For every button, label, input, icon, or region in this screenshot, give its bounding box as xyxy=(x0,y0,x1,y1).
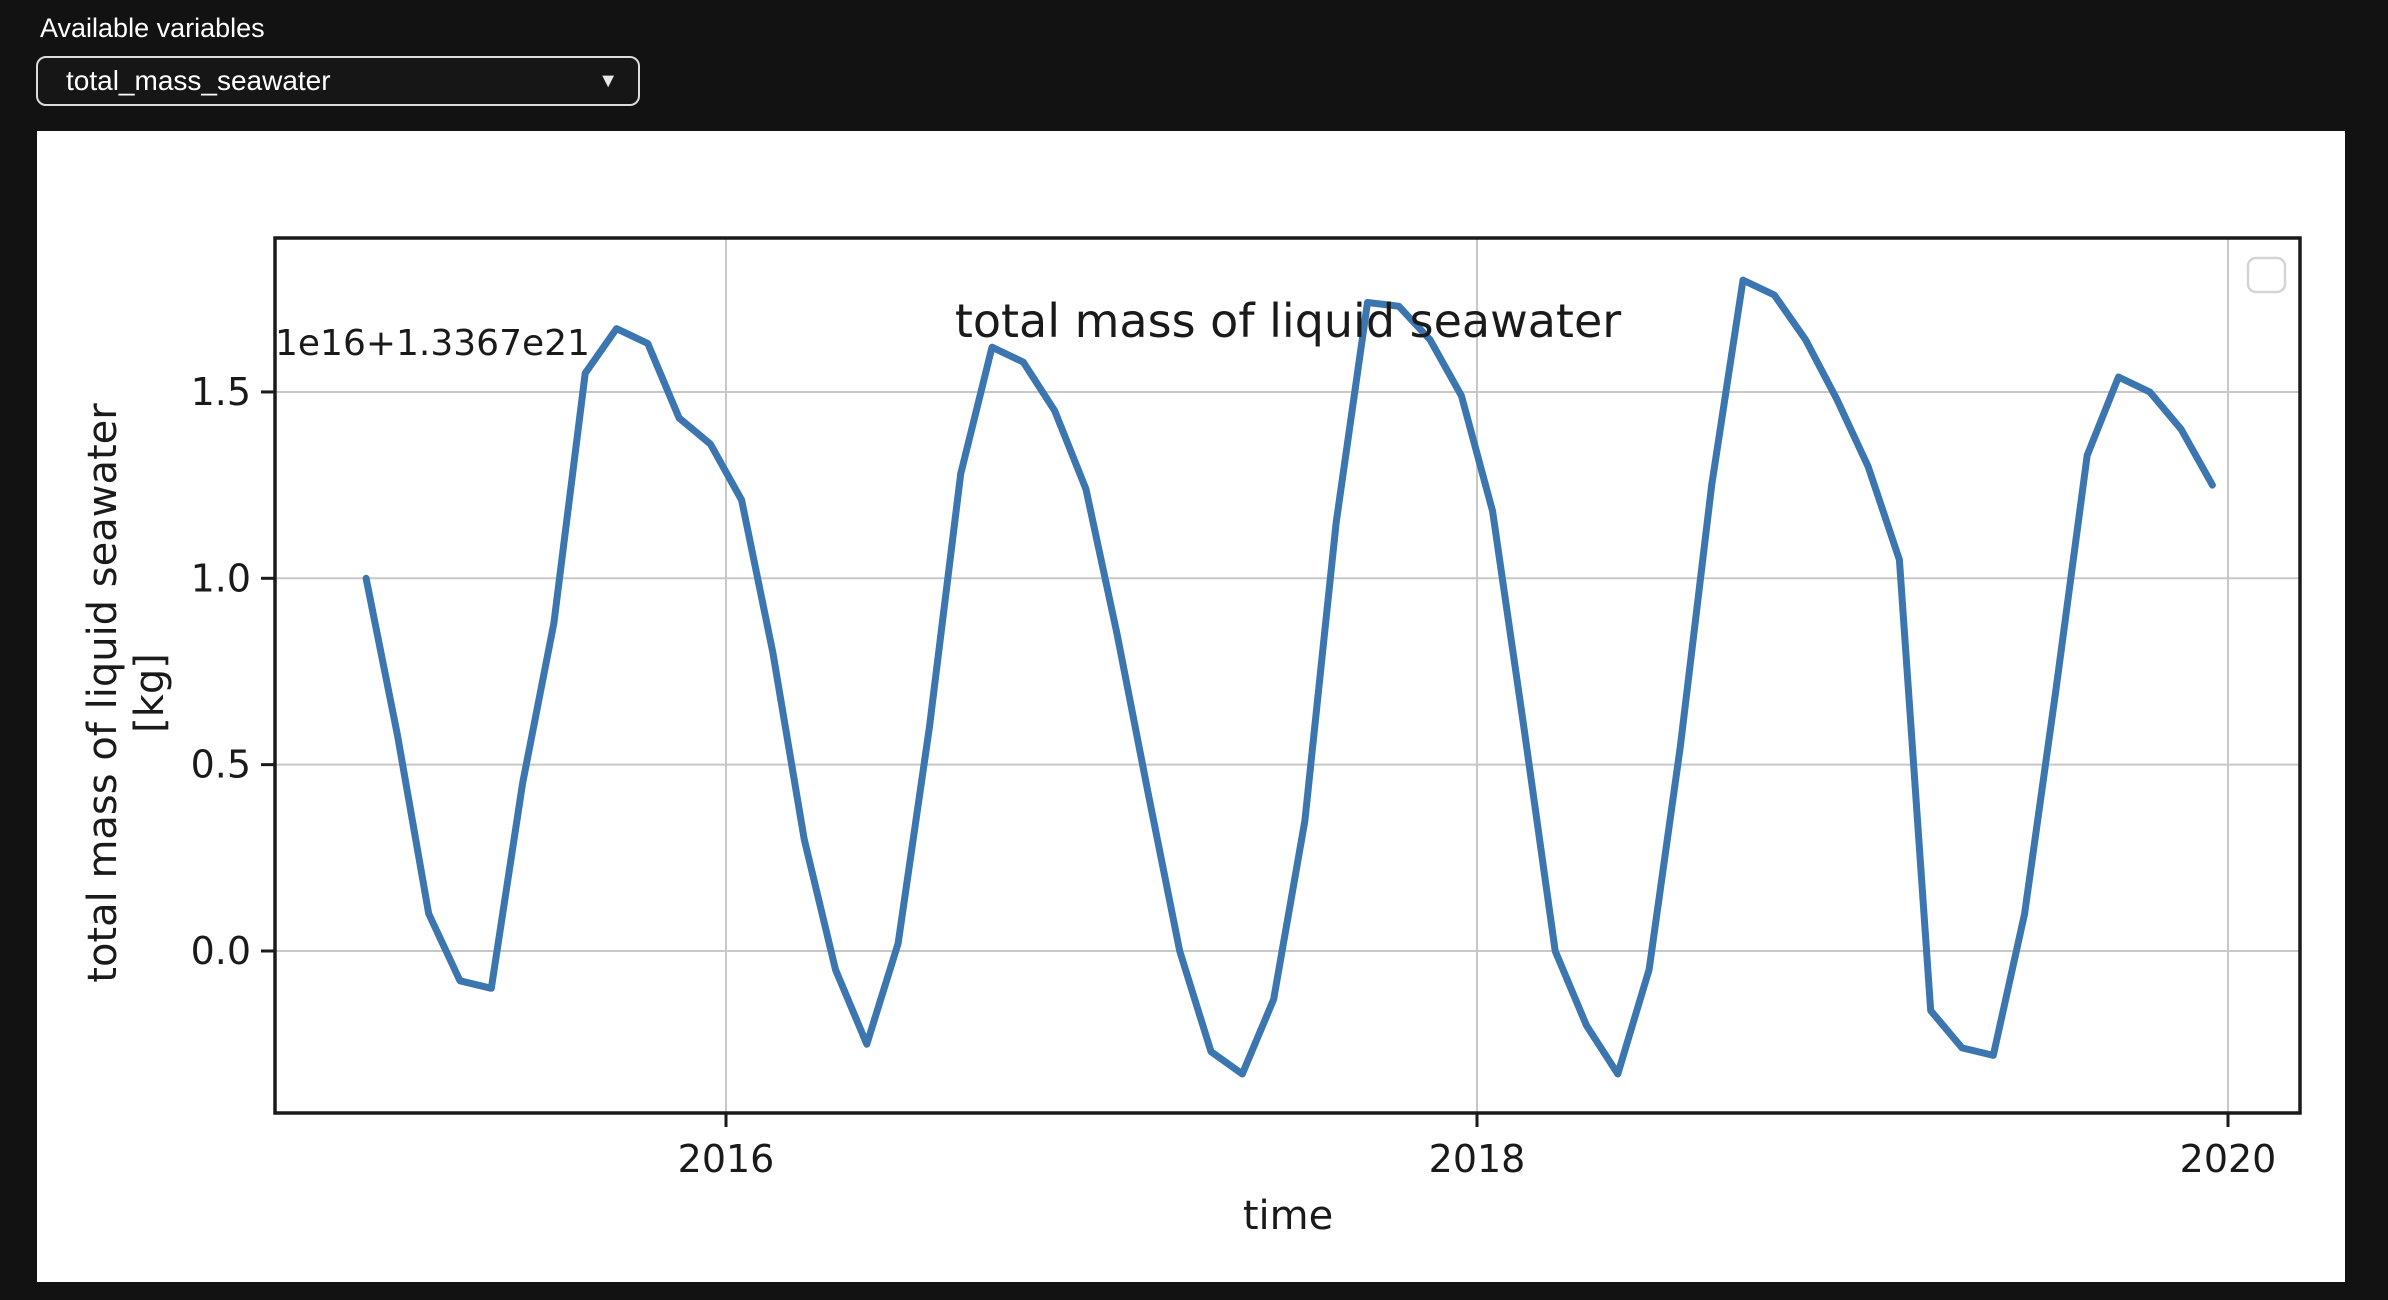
chevron-down-icon: ▼ xyxy=(598,69,618,92)
y-tick-label: 1.0 xyxy=(191,556,251,600)
x-tick-label: 2018 xyxy=(1429,1137,1526,1181)
y-tick-label: 1.5 xyxy=(191,370,251,414)
variable-dropdown[interactable]: total_mass_seawater ▼ xyxy=(36,56,640,106)
axes-frame xyxy=(273,236,2302,1115)
figure-panel: total mass of liquid seawater 1e16+1.336… xyxy=(37,131,2345,1282)
y-axis-label: total mass of liquid seawater [kg] xyxy=(80,223,174,1163)
y-axis-label-line2: [kg] xyxy=(127,653,173,733)
x-tick-label: 2016 xyxy=(678,1137,775,1181)
variable-dropdown-value: total_mass_seawater xyxy=(66,65,331,96)
y-tick-label: 0.5 xyxy=(191,743,251,787)
y-axis-offset-text: 1e16+1.3367e21 xyxy=(275,323,590,364)
x-axis-label: time xyxy=(1242,1193,1334,1239)
available-variables-label: Available variables xyxy=(40,13,265,43)
y-axis-label-line1: total mass of liquid seawater xyxy=(80,403,126,983)
x-tick-label: 2020 xyxy=(2180,1137,2277,1181)
chart-title: total mass of liquid seawater xyxy=(954,294,1622,348)
series-line xyxy=(362,276,2216,1078)
line-chart: 2016 2018 2020 0.0 0.5 1.0 1.5 xyxy=(191,236,2302,1181)
y-tick-label: 0.0 xyxy=(191,929,251,973)
legend-box xyxy=(2246,256,2287,294)
